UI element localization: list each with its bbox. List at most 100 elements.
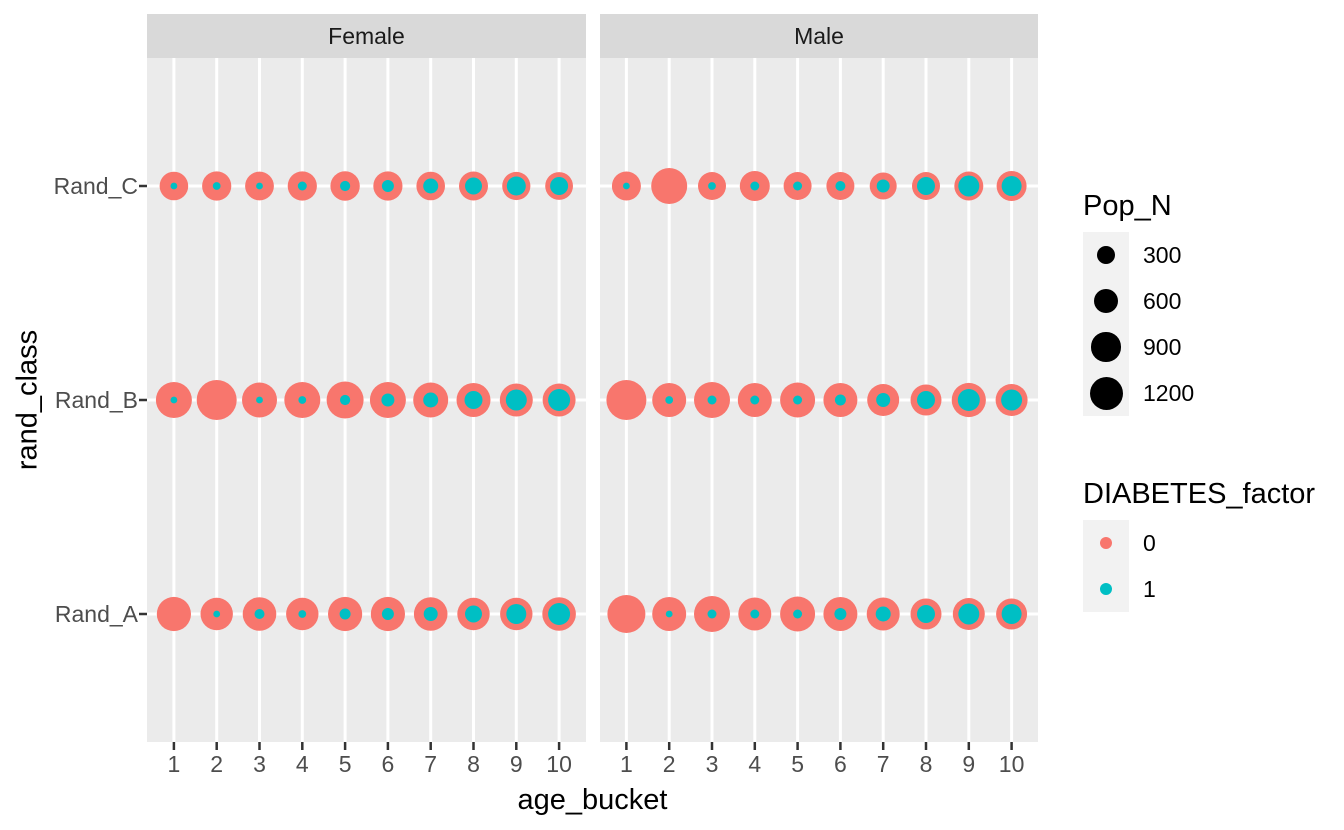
bubble-factor1 (464, 391, 483, 409)
x-tick-label: 3 (253, 751, 266, 777)
size-legend-key (1083, 278, 1129, 324)
y-tick-label: Rand_B (54, 387, 138, 413)
size-legend-circle-1200 (1089, 376, 1123, 410)
x-tick-label: 10 (546, 751, 572, 777)
bubble-factor1 (875, 606, 891, 622)
bubble-factor1 (381, 608, 394, 620)
bubble-factor1 (256, 396, 263, 404)
bubble-factor1 (750, 395, 760, 405)
bubble-factor1 (834, 394, 846, 406)
bubble-factor1 (548, 603, 571, 625)
bubble-factor1 (876, 393, 891, 407)
x-tick-label: 4 (295, 751, 309, 777)
bubble-factor1 (506, 604, 527, 624)
x-tick-label: 7 (424, 751, 438, 777)
bubble-factor1 (835, 181, 846, 191)
size-legend-title: Pop_N (1083, 190, 1172, 222)
bubble-factor1 (254, 609, 265, 619)
bubble-factor1 (381, 393, 395, 407)
size-legend-key (1083, 232, 1129, 278)
bubble-factor0 (607, 595, 646, 633)
bubble-factor1 (297, 181, 307, 191)
x-tick-label: 1 (167, 751, 181, 777)
color-legend-key (1083, 566, 1129, 612)
bubble-factor1 (298, 396, 307, 404)
size-legend-label: 300 (1143, 242, 1182, 268)
x-tick-label: 7 (876, 751, 890, 777)
bubble-factor1 (665, 396, 674, 404)
size-legend-circle-600 (1093, 288, 1119, 314)
bubble-factor1 (708, 182, 716, 190)
bubble-factor1 (1001, 604, 1022, 624)
bubble-factor1 (423, 392, 439, 408)
x-tick-label: 5 (338, 751, 352, 777)
bubble-factor1 (423, 178, 439, 194)
color-legend-key (1083, 520, 1129, 566)
bubble-factor1 (750, 181, 760, 191)
bubble-factor1 (256, 182, 263, 190)
bubble-factor1 (423, 607, 438, 621)
size-legend-circle-900 (1091, 332, 1121, 362)
bubble-factor1 (505, 389, 527, 411)
bubble-factor1 (212, 182, 221, 190)
bubble-factor1 (298, 610, 307, 618)
bubble-factor1 (623, 182, 630, 190)
bubble-factor1 (917, 605, 935, 623)
bubble-factor0 (651, 168, 688, 204)
x-tick-label: 9 (509, 751, 523, 777)
color-legend-dot-0 (1100, 537, 1112, 549)
bubble-factor1 (548, 389, 571, 411)
x-tick-label: 2 (662, 751, 676, 777)
x-tick-label: 4 (748, 751, 762, 777)
bubble-factor1 (170, 396, 178, 404)
x-tick-label: 5 (791, 751, 804, 777)
bubble-factor1 (876, 179, 890, 193)
bubble-factor1 (506, 176, 526, 196)
bubble-factor1 (170, 182, 178, 190)
bubble-factor1 (793, 609, 803, 619)
x-tick-label: 8 (467, 751, 480, 777)
bubble-factor1 (340, 180, 351, 192)
bubble-factor1 (793, 395, 803, 405)
bubble-factor1 (707, 395, 717, 405)
size-legend-label: 900 (1143, 334, 1182, 360)
y-axis-title: rand_class (11, 329, 44, 471)
bubble-factor0 (156, 596, 191, 632)
color-legend-label: 1 (1143, 576, 1156, 602)
x-tick-label: 10 (998, 751, 1025, 777)
size-legend-key (1083, 324, 1129, 370)
bubble-factor0 (606, 380, 647, 420)
x-tick-label: 9 (962, 751, 976, 777)
bubble-factor1 (917, 391, 935, 409)
bubble-factor1 (1001, 176, 1022, 196)
bubble-factor1 (550, 177, 569, 195)
size-legend-circle-300 (1096, 245, 1116, 265)
bubble-factor1 (665, 610, 673, 618)
bubble-factor1 (958, 175, 980, 197)
x-tick-label: 1 (619, 751, 633, 777)
bubble-factor1 (381, 180, 394, 192)
bubble-factor1 (917, 177, 935, 195)
color-legend-dot-1 (1100, 583, 1112, 595)
color-legend-label: 0 (1143, 530, 1156, 556)
x-tick-label: 6 (381, 751, 395, 777)
x-tick-label: 2 (210, 751, 224, 777)
size-legend-key (1083, 370, 1129, 416)
size-legend-label: 600 (1143, 288, 1182, 314)
bubble-factor1 (465, 177, 482, 195)
x-tick-label: 8 (919, 751, 933, 777)
bubble-factor1 (750, 609, 760, 619)
facet-strip-female: Female (147, 14, 586, 58)
x-axis-title: age_bucket (517, 784, 668, 816)
bubble-factor1 (958, 603, 980, 625)
bubble-factor1 (793, 181, 803, 191)
size-legend-label: 1200 (1143, 380, 1195, 406)
color-legend-title: DIABETES_factor (1083, 478, 1316, 510)
bubble-factor1 (340, 394, 351, 406)
x-tick-label: 6 (833, 751, 847, 777)
bubble-factor0 (196, 380, 237, 420)
bubble-factor1 (339, 608, 351, 620)
y-tick-label: Rand_A (54, 601, 138, 627)
